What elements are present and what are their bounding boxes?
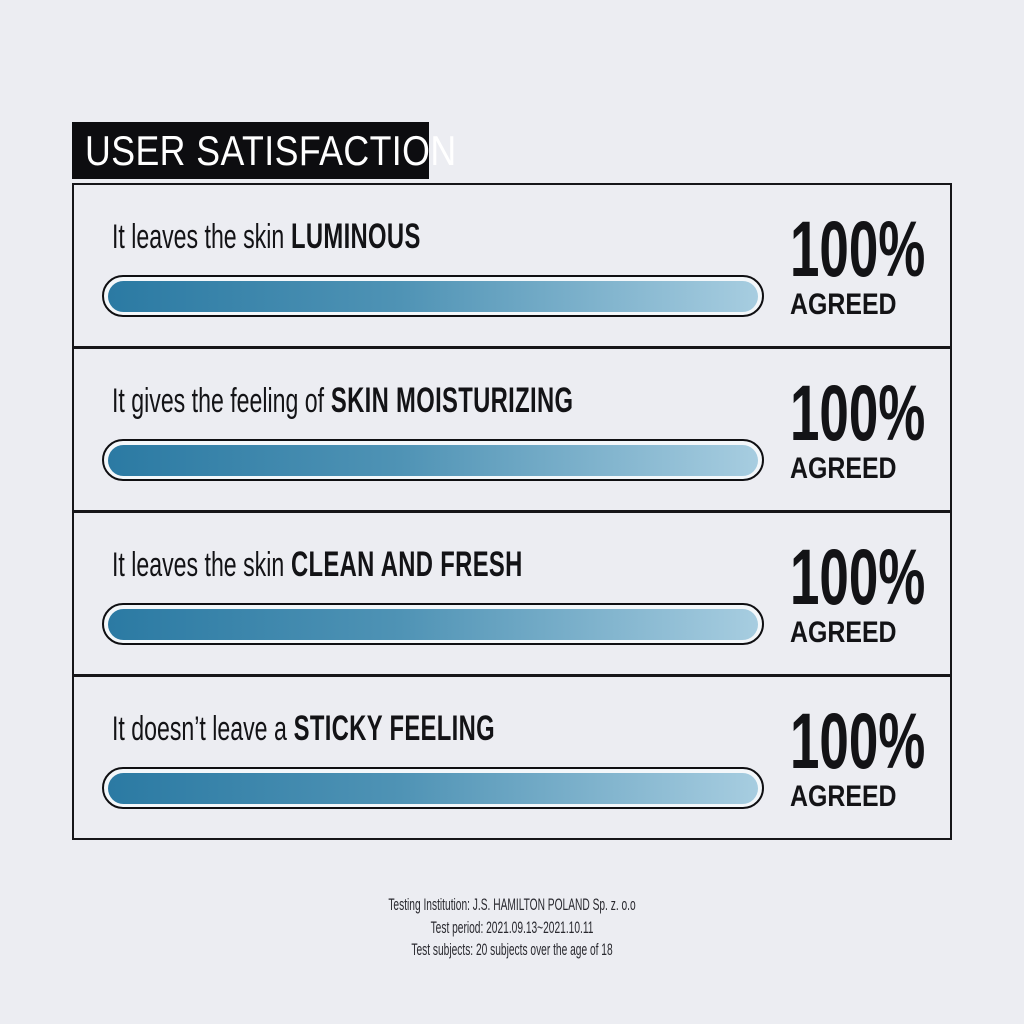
satisfaction-panel: It leaves the skin LUMINOUS 100% AGREED I…: [72, 183, 952, 840]
result-block: 100% AGREED: [790, 696, 992, 813]
satisfaction-row-moisturizing: It gives the feeling of SKIN MOISTURIZING…: [74, 346, 950, 510]
page-title: USER SATISFACTION: [85, 126, 457, 174]
header-banner: USER SATISFACTION: [72, 122, 456, 179]
progress-bar-fill: [108, 280, 758, 312]
label-highlight: LUMINOUS: [291, 217, 421, 256]
label-prefix: It leaves the skin: [112, 218, 285, 256]
result-block: 100% AGREED: [790, 368, 992, 485]
footnote: Testing Institution: J.S. HAMILTON POLAN…: [0, 894, 1024, 962]
progress-bar-track: [102, 275, 764, 317]
result-block: 100% AGREED: [790, 532, 992, 649]
progress-bar-fill: [108, 444, 758, 476]
percent-value: 100%: [790, 696, 926, 785]
percent-value: 100%: [790, 368, 926, 457]
label-prefix: It gives the feeling of: [112, 382, 325, 420]
percent-value: 100%: [790, 532, 926, 621]
agreed-label: AGREED: [790, 615, 897, 649]
label-prefix: It leaves the skin: [112, 546, 285, 584]
footnote-line-period: Test period: 2021.09.13~2021.10.11: [430, 917, 594, 937]
label-prefix: It doesn’t leave a: [112, 710, 287, 748]
satisfaction-row-sticky: It doesn’t leave a STICKY FEELING 100% AG…: [74, 674, 950, 838]
label-highlight: SKIN MOISTURIZING: [330, 381, 574, 420]
agreed-label: AGREED: [790, 451, 897, 485]
progress-bar-fill: [108, 772, 758, 804]
satisfaction-row-luminous: It leaves the skin LUMINOUS 100% AGREED: [74, 185, 950, 346]
row-label: It doesn’t leave a STICKY FEELING: [112, 709, 495, 756]
result-block: 100% AGREED: [790, 204, 992, 321]
percent-value: 100%: [790, 204, 926, 293]
label-highlight: STICKY FEELING: [293, 709, 495, 748]
footnote-line-institution: Testing Institution: J.S. HAMILTON POLAN…: [388, 895, 636, 914]
progress-bar-track: [102, 767, 764, 809]
row-label: It leaves the skin CLEAN AND FRESH: [112, 545, 523, 592]
label-highlight: CLEAN AND FRESH: [291, 545, 523, 584]
row-label: It gives the feeling of SKIN MOISTURIZING: [112, 381, 573, 428]
footnote-line-subjects: Test subjects: 20 subjects over the age …: [411, 940, 613, 959]
progress-bar-fill: [108, 608, 758, 640]
agreed-label: AGREED: [790, 779, 897, 813]
progress-bar-track: [102, 439, 764, 481]
progress-bar-track: [102, 603, 764, 645]
agreed-label: AGREED: [790, 287, 897, 321]
row-label: It leaves the skin LUMINOUS: [112, 217, 421, 264]
satisfaction-row-clean-fresh: It leaves the skin CLEAN AND FRESH 100% A…: [74, 510, 950, 674]
